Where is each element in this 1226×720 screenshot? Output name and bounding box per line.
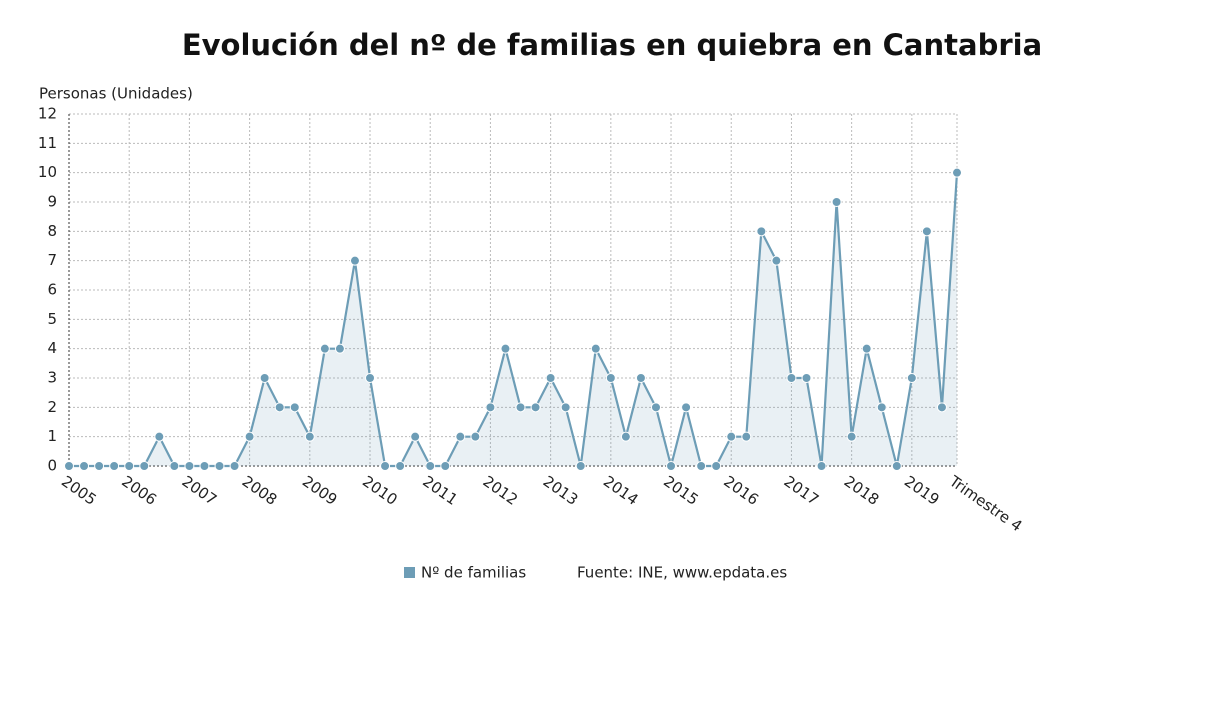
marker [560,402,571,413]
marker [545,373,556,383]
x-tick-label: 2008 [239,472,281,509]
marker [214,461,225,471]
marker [816,461,827,471]
marker [620,431,631,442]
marker [440,461,451,471]
marker [846,431,857,442]
marker [380,461,391,471]
x-tick-label: 2012 [480,472,522,509]
legend-swatch [404,567,415,578]
x-tick-label: 2007 [179,472,221,509]
marker [696,461,707,471]
y-tick-label: 12 [38,105,57,123]
x-tick-label: 2010 [359,472,401,509]
legend-label: Nº de familias [421,564,526,582]
marker [575,461,586,471]
marker [244,431,255,442]
marker [530,402,541,413]
marker [726,431,737,442]
marker [154,431,165,442]
marker [79,461,90,471]
marker [906,373,917,383]
x-tick-label: 2014 [600,472,642,509]
y-tick-label: 0 [47,457,57,475]
marker [605,373,616,383]
x-tick-label: 2009 [299,472,341,509]
marker [94,461,105,471]
marker [425,461,436,471]
marker [229,461,240,471]
marker [711,461,722,471]
y-axis-title: Personas (Unidades) [39,85,193,103]
y-tick-label: 10 [38,163,57,181]
marker [831,197,842,207]
y-tick-label: 8 [47,222,57,240]
marker [334,343,345,354]
x-tick-label: Trimestre 4 [945,472,1025,536]
marker [410,431,421,442]
marker [109,461,120,471]
marker [365,373,376,383]
x-tick-label: 2005 [58,472,100,509]
marker [124,461,135,471]
marker [500,343,511,354]
x-tick-label: 2019 [901,472,943,509]
marker [259,373,270,383]
x-tick-label: 2013 [540,472,582,509]
marker [64,461,74,471]
y-tick-label: 4 [47,339,57,357]
marker [289,402,300,413]
marker [455,431,466,442]
marker [349,255,360,266]
marker [771,255,782,266]
y-tick-label: 7 [47,251,57,269]
marker [921,226,932,237]
marker [891,461,902,471]
marker [786,373,797,383]
marker [274,402,285,413]
marker [470,431,481,442]
marker [861,343,872,354]
y-tick-label: 6 [47,281,57,299]
area [69,172,957,466]
y-tick-label: 3 [47,369,57,387]
marker [590,343,601,354]
marker [169,461,180,471]
marker [666,461,677,471]
marker [801,373,812,383]
y-tick-label: 5 [47,310,57,328]
marker [952,167,962,178]
marker [741,431,752,442]
x-tick-label: 2018 [841,472,883,509]
marker [319,343,330,354]
marker [681,402,692,413]
source-note: Fuente: INE, www.epdata.es [577,564,787,582]
x-tick-label: 2006 [118,472,160,509]
y-tick-label: 1 [47,427,57,445]
marker [199,461,210,471]
x-tick-label: 2011 [419,472,461,509]
marker [515,402,526,413]
y-tick-label: 2 [47,398,57,416]
marker [936,402,947,413]
y-tick-label: 11 [38,134,57,152]
marker [304,431,315,442]
marker [395,461,406,471]
marker [876,402,887,413]
marker [184,461,195,471]
chart-title: Evolución del nº de familias en quiebra … [182,28,1042,62]
marker [650,402,661,413]
x-tick-label: 2015 [660,472,702,509]
y-tick-label: 9 [47,193,57,211]
x-tick-label: 2016 [720,472,762,509]
marker [139,461,150,471]
x-tick-label: 2017 [781,472,823,509]
marker [756,226,767,237]
marker [635,373,646,383]
marker [485,402,496,413]
